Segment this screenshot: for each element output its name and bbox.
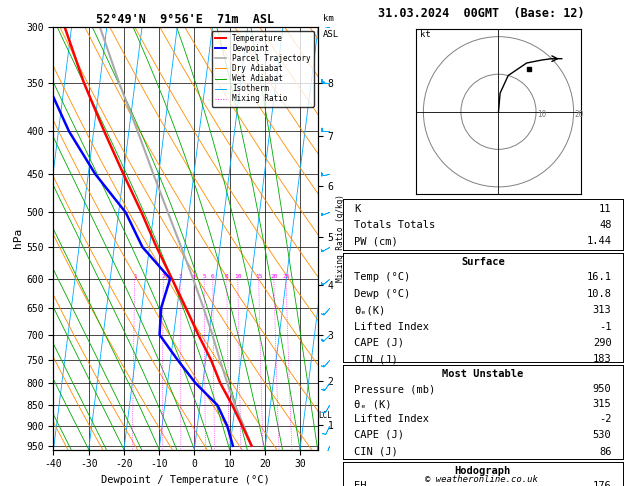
Text: kt: kt bbox=[420, 30, 430, 39]
Text: 20: 20 bbox=[574, 110, 584, 120]
Text: Totals Totals: Totals Totals bbox=[354, 220, 435, 230]
Text: Lifted Index: Lifted Index bbox=[354, 415, 429, 424]
Text: 8: 8 bbox=[225, 274, 228, 278]
Text: 10: 10 bbox=[537, 110, 546, 120]
Text: 1: 1 bbox=[133, 274, 136, 278]
Text: 1.44: 1.44 bbox=[586, 236, 611, 246]
Text: CIN (J): CIN (J) bbox=[354, 354, 398, 364]
Y-axis label: hPa: hPa bbox=[13, 228, 23, 248]
Text: CIN (J): CIN (J) bbox=[354, 447, 398, 457]
Text: LCL: LCL bbox=[319, 411, 333, 420]
Text: CAPE (J): CAPE (J) bbox=[354, 430, 404, 440]
Text: 183: 183 bbox=[593, 354, 611, 364]
Text: 2: 2 bbox=[162, 274, 165, 278]
Text: 176: 176 bbox=[593, 481, 611, 486]
Text: Dewp (°C): Dewp (°C) bbox=[354, 289, 410, 299]
Text: PW (cm): PW (cm) bbox=[354, 236, 398, 246]
Text: Mixing Ratio (g/kg): Mixing Ratio (g/kg) bbox=[336, 194, 345, 282]
Text: K: K bbox=[354, 205, 360, 214]
Text: 315: 315 bbox=[593, 399, 611, 409]
Text: 86: 86 bbox=[599, 447, 611, 457]
Text: 16.1: 16.1 bbox=[586, 272, 611, 282]
Text: 290: 290 bbox=[593, 338, 611, 348]
Text: ASL: ASL bbox=[323, 31, 339, 39]
Text: -2: -2 bbox=[599, 415, 611, 424]
Text: Pressure (mb): Pressure (mb) bbox=[354, 384, 435, 394]
Text: 10.8: 10.8 bbox=[586, 289, 611, 299]
X-axis label: Dewpoint / Temperature (°C): Dewpoint / Temperature (°C) bbox=[101, 475, 270, 485]
Text: 20: 20 bbox=[270, 274, 277, 278]
Text: θₑ (K): θₑ (K) bbox=[354, 399, 391, 409]
Text: Hodograph: Hodograph bbox=[455, 467, 511, 476]
Text: km: km bbox=[323, 14, 333, 22]
Text: Lifted Index: Lifted Index bbox=[354, 322, 429, 331]
Text: 31.03.2024  00GMT  (Base: 12): 31.03.2024 00GMT (Base: 12) bbox=[378, 7, 584, 20]
Text: θₑ(K): θₑ(K) bbox=[354, 305, 385, 315]
Text: 11: 11 bbox=[599, 205, 611, 214]
Text: 15: 15 bbox=[255, 274, 262, 278]
Text: 313: 313 bbox=[593, 305, 611, 315]
Text: 6: 6 bbox=[211, 274, 214, 278]
Text: Surface: Surface bbox=[461, 257, 504, 267]
Legend: Temperature, Dewpoint, Parcel Trajectory, Dry Adiabat, Wet Adiabat, Isotherm, Mi: Temperature, Dewpoint, Parcel Trajectory… bbox=[211, 31, 314, 106]
Text: 950: 950 bbox=[593, 384, 611, 394]
Text: 3: 3 bbox=[179, 274, 183, 278]
Title: 52°49'N  9°56'E  71m  ASL: 52°49'N 9°56'E 71m ASL bbox=[96, 13, 275, 26]
Text: 4: 4 bbox=[192, 274, 196, 278]
Text: Temp (°C): Temp (°C) bbox=[354, 272, 410, 282]
Text: 48: 48 bbox=[599, 220, 611, 230]
Text: -1: -1 bbox=[599, 322, 611, 331]
Text: EH: EH bbox=[354, 481, 367, 486]
Text: Most Unstable: Most Unstable bbox=[442, 369, 523, 379]
Text: 530: 530 bbox=[593, 430, 611, 440]
Text: 5: 5 bbox=[203, 274, 206, 278]
Text: CAPE (J): CAPE (J) bbox=[354, 338, 404, 348]
Text: 10: 10 bbox=[234, 274, 242, 278]
Text: © weatheronline.co.uk: © weatheronline.co.uk bbox=[425, 474, 538, 484]
Text: 25: 25 bbox=[282, 274, 290, 278]
